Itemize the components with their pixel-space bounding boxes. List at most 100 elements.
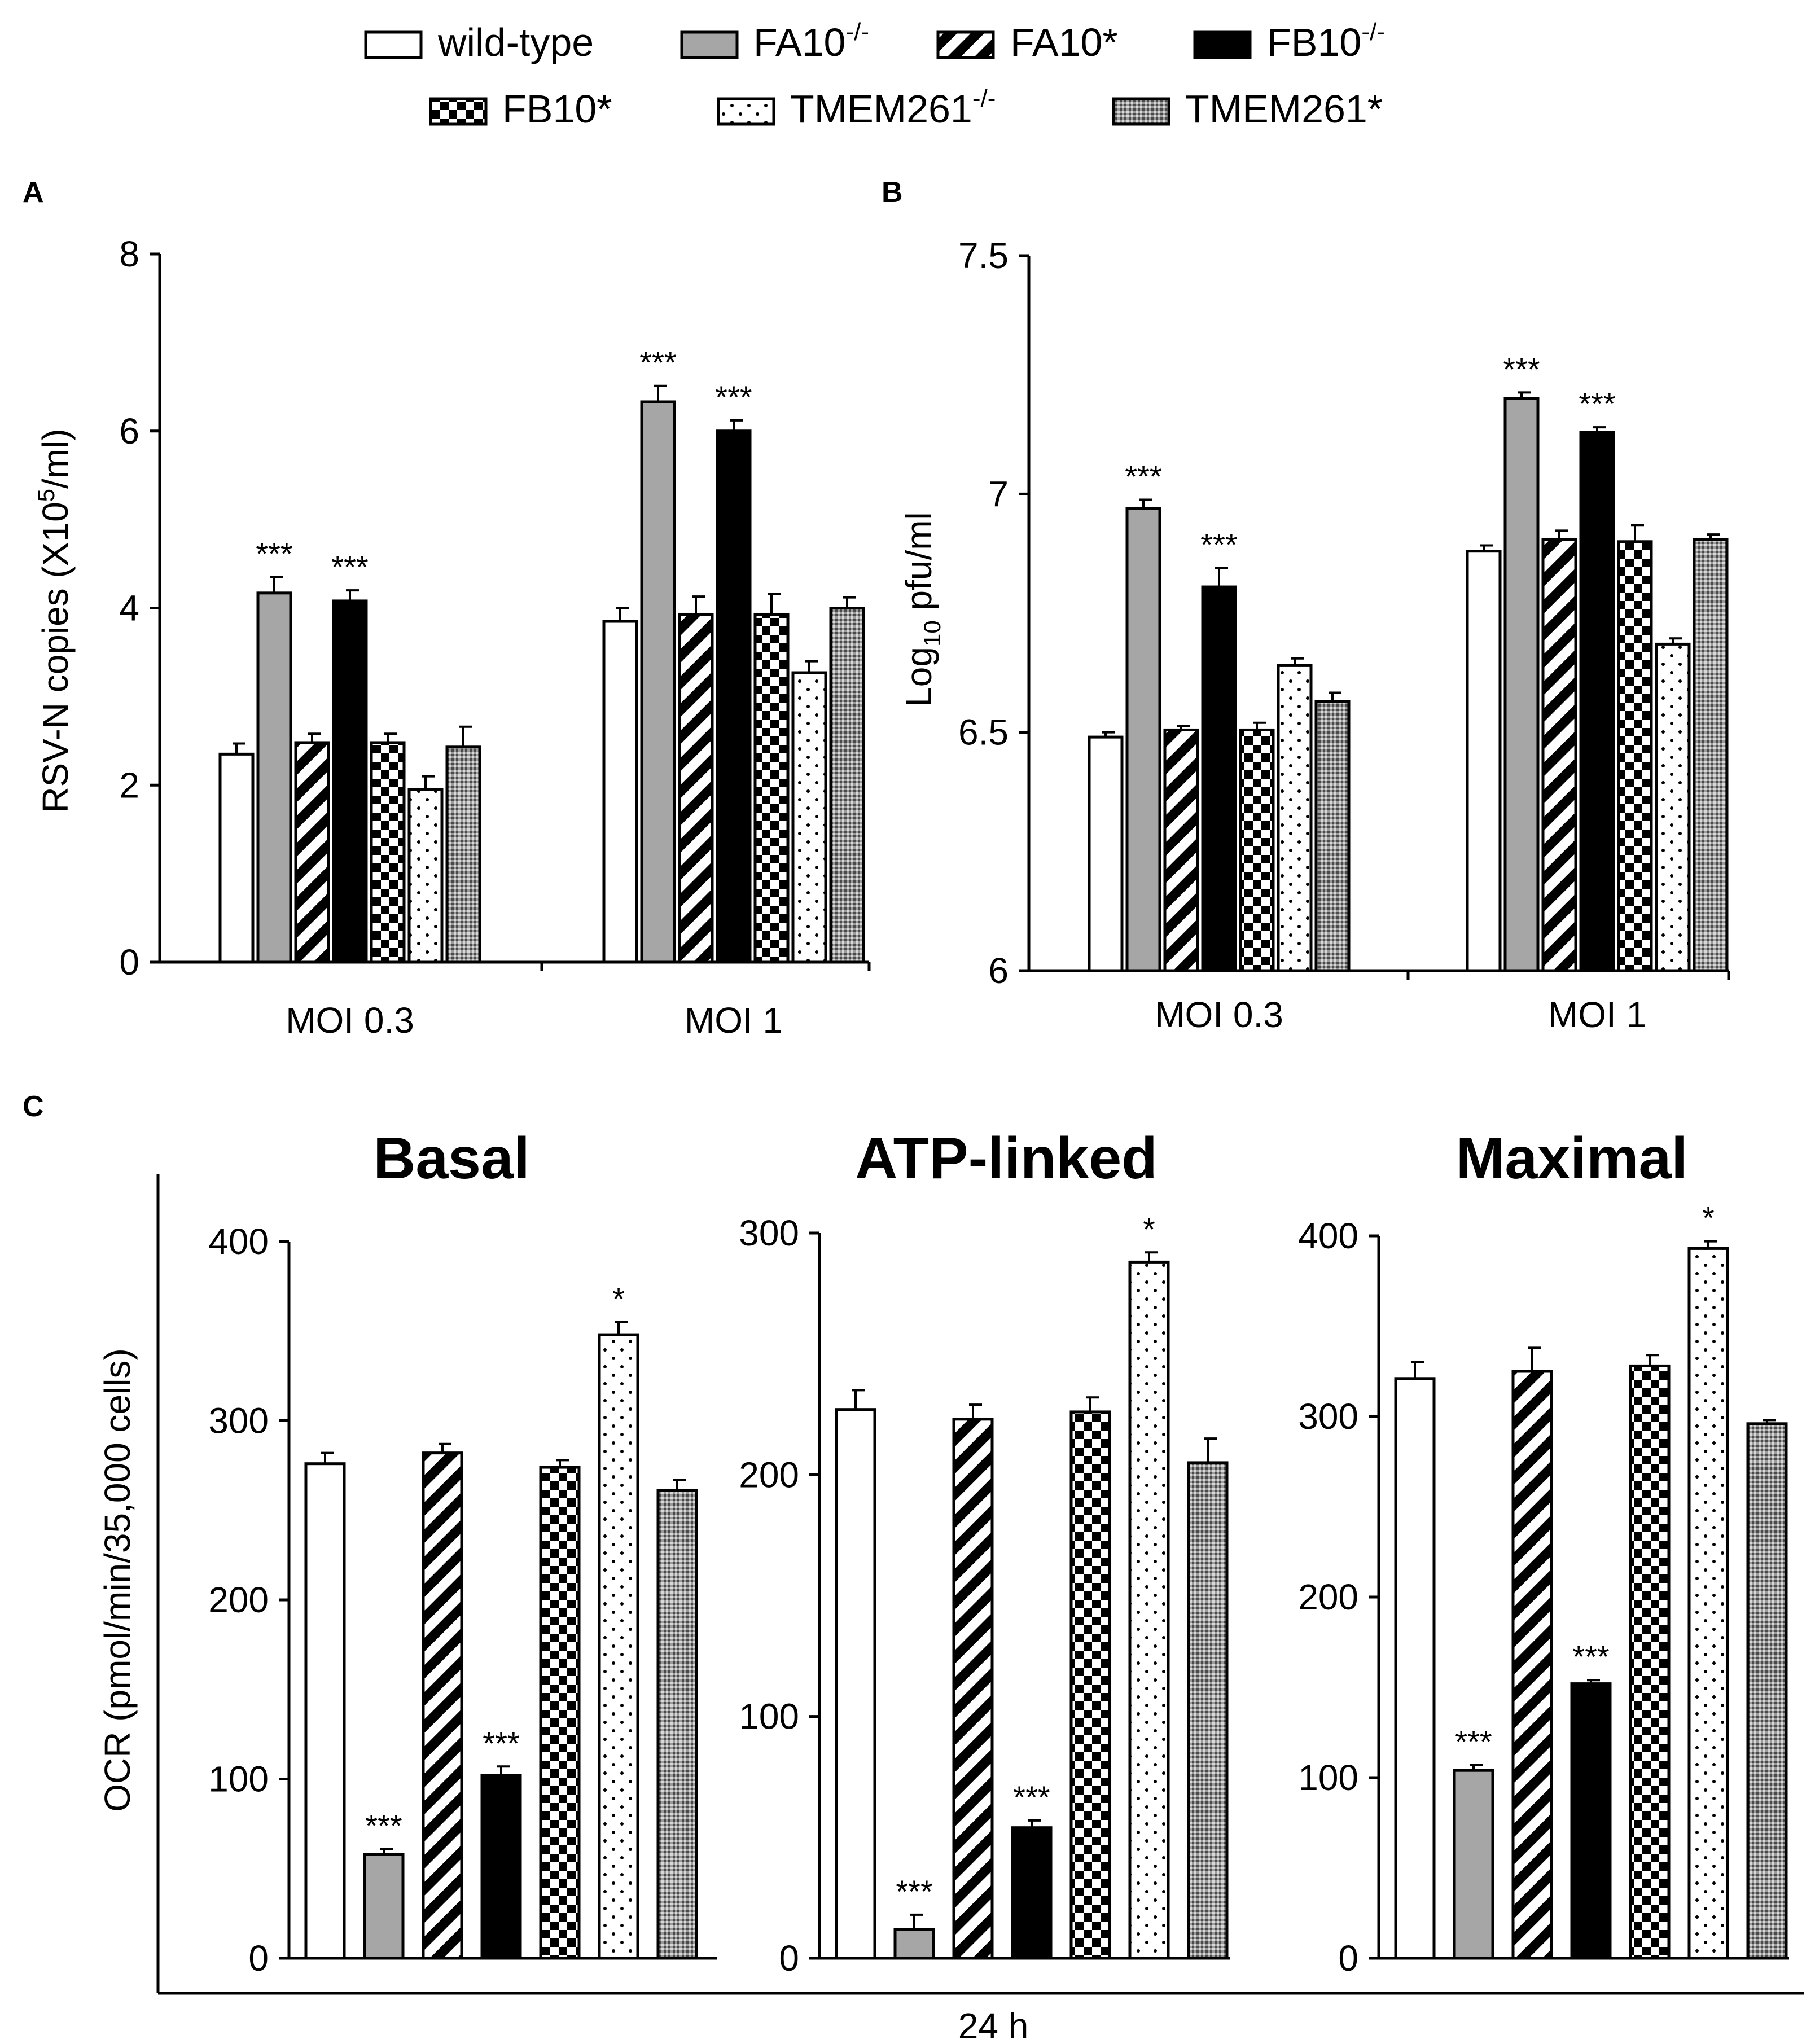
legend: wild-type FA10-/- FA10* FB10-/- FB10* TM… — [364, 18, 1385, 131]
significance-label: *** — [1455, 1724, 1492, 1760]
legend-label: FA10* — [1010, 20, 1118, 64]
legend-item-tmem261-ko: TMEM261-/- — [717, 85, 996, 131]
bar-fa10 — [952, 1418, 994, 1960]
bar-fb10 — [1629, 1364, 1671, 1960]
bar-fb10 — [1069, 1410, 1111, 1960]
legend-label-main: TMEM261 — [790, 87, 972, 131]
x-tick-label: MOI 1 — [685, 1000, 783, 1041]
bar-tmem261-moi-0-3 — [407, 788, 444, 964]
y-tick-label: 300 — [739, 1213, 799, 1253]
y-tick-label: 0 — [248, 1938, 269, 1979]
y-tick-label: 6 — [119, 411, 139, 451]
y-tick-label: 300 — [208, 1401, 269, 1441]
significance-label: *** — [1013, 1779, 1050, 1815]
y-axis-title-b: Log10 pfu/ml — [898, 512, 945, 707]
legend-label: TMEM261* — [1185, 87, 1383, 131]
bar-fb10-moi-0-3 — [332, 599, 368, 964]
legend-item-fb10-star: FB10* — [429, 87, 612, 131]
bar-fa10-moi-1 — [1541, 538, 1577, 972]
bar-fa10 — [363, 1853, 405, 1960]
chart-title-maximal: Maximal — [1456, 1126, 1687, 1191]
panel-label-a: A — [23, 176, 44, 209]
bar-fa10-moi-0-3 — [1163, 728, 1199, 972]
x-tick-label: MOI 0.3 — [286, 1000, 414, 1041]
legend-label: FA10-/- — [753, 18, 869, 64]
bar-tmem261-moi-0-3 — [1277, 664, 1313, 972]
legend-item-tmem261-star: TMEM261* — [1112, 87, 1383, 131]
bar-fa10-moi-0-3 — [256, 591, 292, 964]
bar-fb10-moi-1 — [716, 429, 752, 964]
bar-wild-type-moi-0-3 — [218, 752, 255, 964]
bar-tmem261 — [656, 1489, 698, 1960]
significance-label: *** — [365, 1808, 402, 1843]
x-tick-label: MOI 0.3 — [1155, 994, 1283, 1035]
y-tick-label: 0 — [779, 1938, 799, 1979]
x-axis-title-c: 24 h — [958, 2006, 1029, 2044]
legend-swatch — [680, 30, 739, 59]
legend-swatch — [1112, 97, 1170, 126]
y-axis-title-c: OCR (pmol/min/35,000 cells) — [97, 1348, 138, 1812]
bar-fa10-moi-1 — [678, 612, 714, 964]
y-tick-label: 100 — [739, 1696, 799, 1737]
y-tick-label: 300 — [1298, 1396, 1358, 1437]
legend-label: TMEM261-/- — [790, 85, 996, 131]
y-tick-label: 100 — [208, 1759, 269, 1800]
significance-label: *** — [256, 536, 292, 572]
significance-label: *** — [1572, 1639, 1609, 1674]
y-tick-label: 6.5 — [958, 712, 1009, 753]
significance-label: *** — [331, 549, 368, 585]
x-tick-label: MOI 1 — [1548, 994, 1646, 1035]
bar-fa10-moi-0-3 — [294, 741, 330, 964]
y-tick-label: 400 — [1298, 1216, 1358, 1256]
bar-tmem261-moi-1 — [791, 671, 827, 964]
bar-tmem261 — [1187, 1461, 1229, 1960]
bar-fb10 — [480, 1774, 522, 1960]
bar-wild-type — [1394, 1377, 1436, 1960]
bar-wild-type-moi-1 — [602, 620, 638, 964]
significance-label: *** — [896, 1874, 932, 1909]
significance-label: * — [612, 1281, 625, 1317]
legend-label: wild-type — [437, 20, 594, 64]
y-tick-label: 200 — [208, 1580, 269, 1620]
bar-wild-type — [304, 1462, 346, 1960]
significance-label: *** — [1200, 527, 1237, 562]
bar-tmem261-moi-0-3 — [445, 745, 481, 964]
y-tick-label: 0 — [1338, 1938, 1358, 1979]
bar-fa10 — [422, 1451, 463, 1960]
legend-swatch — [717, 97, 775, 126]
bar-fa10-moi-1 — [1503, 397, 1540, 972]
bar-fb10-moi-1 — [1579, 431, 1615, 972]
bar-fb10-moi-1 — [1617, 540, 1653, 972]
bar-tmem261 — [598, 1333, 639, 1960]
chart-title-basal: Basal — [373, 1126, 530, 1191]
legend-label-sup: -/- — [972, 85, 996, 112]
y-tick-label: 7 — [988, 473, 1009, 514]
bar-tmem261-moi-1 — [1655, 642, 1691, 972]
bar-fa10-moi-0-3 — [1125, 507, 1161, 972]
legend-item-fa10-star: FA10* — [936, 20, 1118, 64]
y-tick-label: 200 — [739, 1454, 799, 1495]
bar-tmem261 — [1746, 1422, 1788, 1960]
y-axis-title-b-rest: pfu/ml — [898, 512, 939, 620]
y-tick-label: 2 — [119, 765, 139, 805]
y-axis-title-b-sub: 10 — [919, 620, 945, 647]
bar-fb10 — [1570, 1682, 1612, 1960]
y-axis-title-a-main: RSV-N copies (X10 — [35, 502, 76, 813]
significance-label: *** — [1579, 386, 1615, 422]
chart-b: 6 6.5 7 7.5 *** *** MOI 0.3 *** *** MOI 1 — [958, 235, 1730, 1035]
bar-fb10 — [1011, 1826, 1053, 1960]
legend-swatch — [936, 30, 995, 59]
legend-swatch — [1193, 30, 1252, 59]
bar-wild-type-moi-0-3 — [1088, 735, 1124, 972]
bar-wild-type — [835, 1408, 876, 1960]
significance-label: * — [1702, 1200, 1715, 1236]
y-tick-label: 0 — [119, 942, 139, 982]
significance-label: *** — [1125, 458, 1161, 494]
y-tick-label: 400 — [208, 1221, 269, 1262]
bar-tmem261 — [1128, 1260, 1170, 1960]
y-axis-title-a: RSV-N copies (X105/ml) — [33, 428, 76, 813]
